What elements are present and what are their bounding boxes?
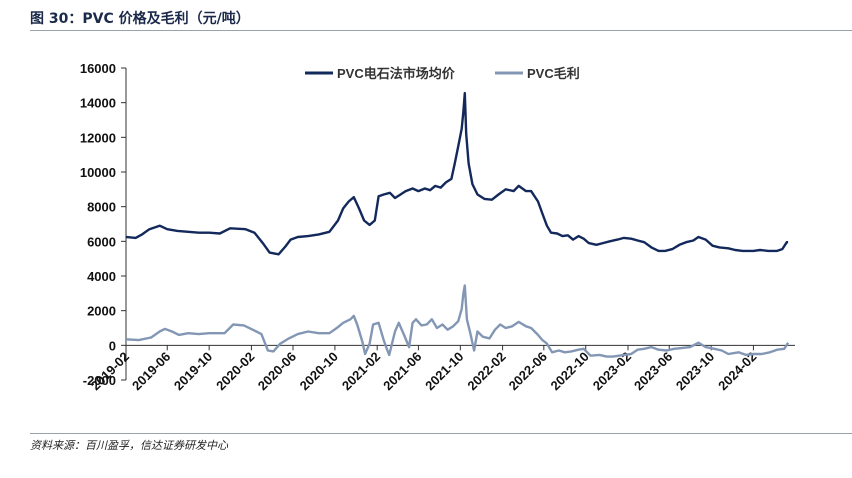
y-tick-label: 12000 — [80, 130, 116, 145]
x-tick-label: 2021-06 — [380, 349, 424, 393]
x-tick-label: 2021-10 — [422, 349, 466, 393]
legend-label-margin: PVC毛利 — [527, 66, 580, 81]
series-line-margin — [125, 284, 790, 358]
plot-area — [125, 68, 795, 380]
y-tick-label: 8000 — [87, 200, 116, 215]
y-tick-label: 6000 — [87, 234, 116, 249]
x-tick-label: 2024-02 — [715, 349, 759, 393]
title-rule — [30, 30, 852, 31]
y-tick-label: 0 — [109, 338, 116, 353]
x-tick-label: 2020-02 — [213, 349, 257, 393]
x-tick-label: 2023-06 — [631, 349, 675, 393]
x-tick-label: 2023-10 — [673, 349, 717, 393]
y-tick-label: 14000 — [80, 96, 116, 111]
source-note: 资料来源：百川盈孚，信达证券研发中心 — [30, 439, 228, 452]
x-tick-label: 2022-10 — [548, 349, 592, 393]
legend-label-price: PVC电石法市场均价 — [337, 66, 456, 81]
y-tick-label: 4000 — [87, 269, 116, 284]
series-lines — [125, 91, 790, 358]
x-tick-label: 2022-02 — [464, 349, 508, 393]
x-tick-label: 2019-10 — [171, 349, 215, 393]
x-tick-label: 2022-06 — [506, 349, 550, 393]
series-line-price — [125, 91, 789, 256]
source-rule — [30, 433, 852, 434]
y-tick-label: 10000 — [80, 165, 116, 180]
y-tick-label: 2000 — [87, 304, 116, 319]
figure-title: 图 30：PVC 价格及毛利（元/吨） — [30, 11, 250, 27]
x-tick-label: 2020-10 — [297, 349, 341, 393]
x-tick-label: 2019-06 — [129, 349, 173, 393]
x-axis: 2019-022019-062019-102020-022020-062020-… — [88, 345, 760, 393]
y-tick-label: 16000 — [80, 61, 116, 76]
y-axis: -2000 0 2000 4000 6000 8000 10000 12000 14000 160… — [80, 61, 126, 388]
x-tick-label: 2020-06 — [255, 349, 299, 393]
legend: PVC电石法市场均价 PVC毛利 — [305, 66, 580, 81]
x-tick-label: 2021-02 — [339, 349, 383, 393]
y-tick-label: -2000 — [83, 373, 116, 388]
